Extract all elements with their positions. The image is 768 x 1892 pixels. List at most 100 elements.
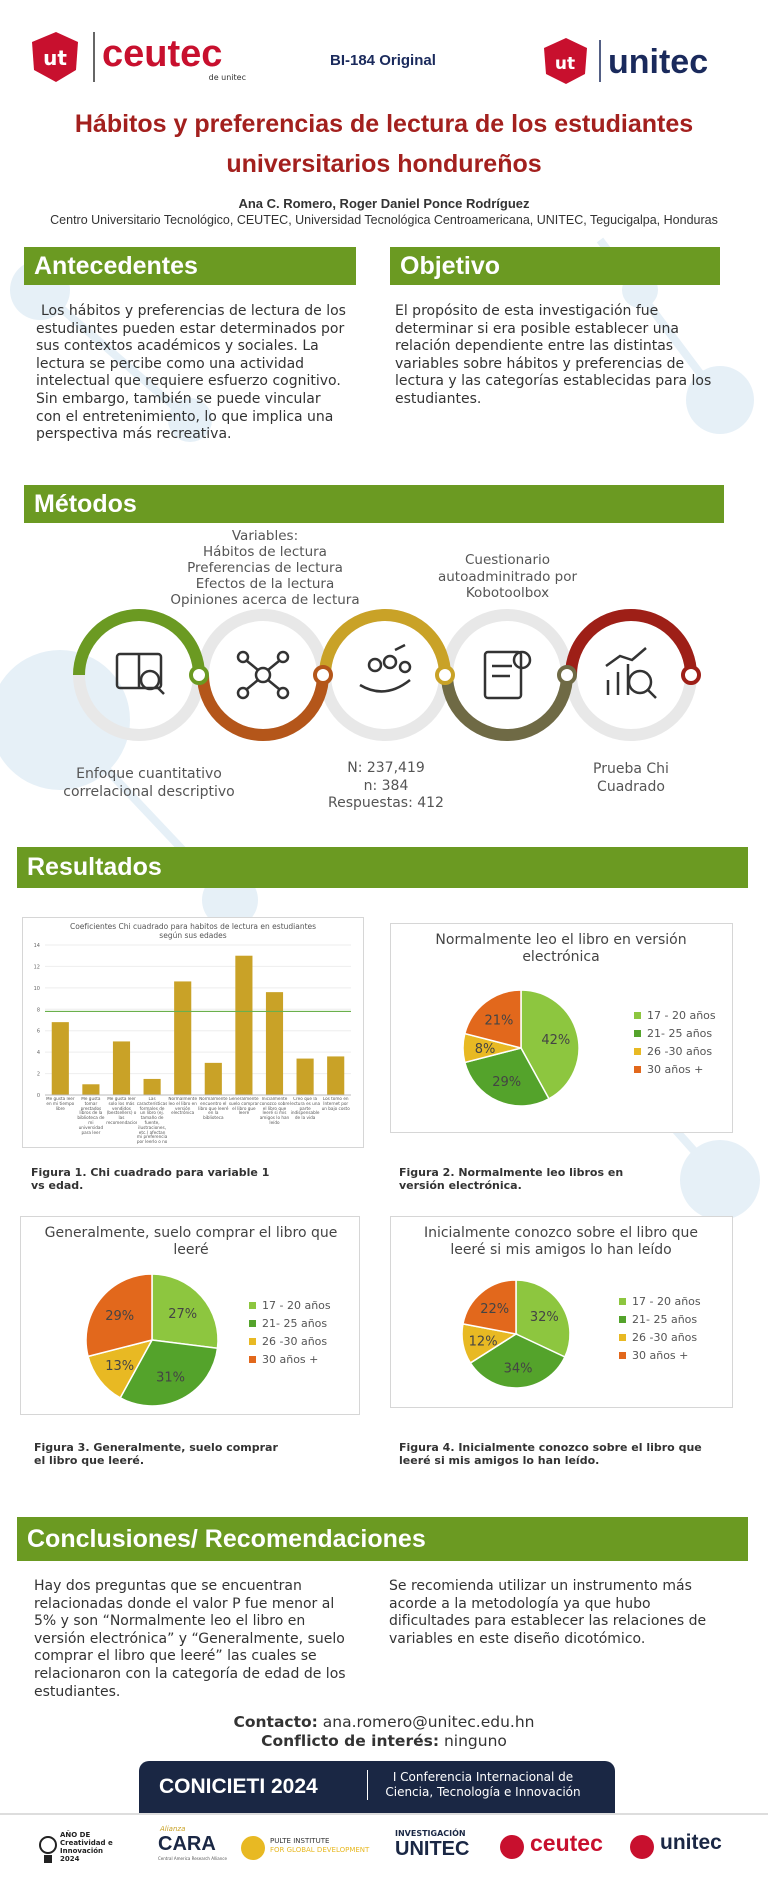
ring-arc xyxy=(565,609,697,676)
methods-diagram xyxy=(73,609,701,741)
logo-pulte: PULTE INSTITUTE FOR GLOBAL DEVELOPMENT xyxy=(270,1837,369,1855)
logo-text: Alianza xyxy=(160,1825,186,1833)
y-tick-label: 0 xyxy=(37,1093,40,1099)
ring-arc xyxy=(441,674,573,741)
legend-label: 26 -30 años xyxy=(262,1335,327,1348)
logo-text: Central America Research Alliance xyxy=(158,1856,227,1861)
logo-text: CARA xyxy=(158,1833,216,1855)
conclusions-right: Se recomienda utilizar un instrumento má… xyxy=(389,1578,707,1647)
pie-slice xyxy=(151,1273,219,1350)
unitec-logo: ut unitec xyxy=(544,38,708,84)
chart-title-box: Normalmente leo el libro en versión elec… xyxy=(435,932,686,965)
section-heading: Objetivo xyxy=(390,247,720,285)
value-label: 21% xyxy=(485,1014,514,1029)
variable: Hábitos de lectura xyxy=(203,544,327,560)
figure-caption: Figura 2. Normalmente leo libros en vers… xyxy=(399,1166,624,1192)
chart-title-box: Inicialmente conozco sobre el libro que … xyxy=(424,1225,698,1258)
section-heading: Resultados xyxy=(17,847,748,888)
sample-block: N: 237,419 n: 384 Respuestas: 412 xyxy=(296,760,476,813)
x-tick-label: Los tomo en Internet por un bajo costo xyxy=(321,1097,350,1111)
x-tick-label-box: Me gusta leer solo los más vendidos (bes… xyxy=(106,1097,137,1125)
legend-swatch xyxy=(634,1066,641,1073)
bar xyxy=(82,1084,100,1095)
ring-arc xyxy=(73,609,205,676)
variable: Efectos de la lectura xyxy=(195,576,335,592)
ceutec-logo: ut ceutec de unitec xyxy=(32,32,246,82)
logo-icon-text: ut xyxy=(43,46,67,70)
legend-label: 17 - 20 años xyxy=(632,1295,701,1308)
event-title: CONICIETI 2024 xyxy=(159,1775,318,1798)
contact-email[interactable]: ana.romero@unitec.edu.hn xyxy=(322,1713,535,1731)
bar xyxy=(51,1022,69,1095)
x-tick-label-box: Normalmente encuentro el libro que leeré… xyxy=(198,1097,228,1120)
figure-caption: Figura 3. Generalmente, suelo comprar el… xyxy=(34,1441,278,1467)
pie-slice xyxy=(85,1273,153,1358)
contact-label: Contacto: xyxy=(233,1713,318,1731)
value-label: 31% xyxy=(156,1370,185,1385)
logo-text: unitec xyxy=(660,1831,722,1854)
y-tick-label: 12 xyxy=(34,964,40,970)
figure-caption: Figura 4. Inicialmente conozco sobre el … xyxy=(399,1441,702,1467)
legend-swatch xyxy=(619,1298,626,1305)
x-tick-label: Me gusta leer en mi tiempo libre xyxy=(46,1097,75,1111)
approach: Enfoque cuantitativo correlacional descr… xyxy=(63,766,235,800)
x-tick-label-box: Normalmente leo el libro en versión elec… xyxy=(168,1097,197,1115)
value-label: 34% xyxy=(504,1361,533,1376)
contact: Contacto: ana.romero@unitec.edu.hn xyxy=(0,1713,768,1731)
chart-title: Coeficientes Chi cuadrado para habitos d… xyxy=(69,922,317,940)
pie-slice xyxy=(515,1279,571,1358)
ut-icon xyxy=(500,1835,524,1859)
value-label: 22% xyxy=(480,1302,509,1317)
footer-logos: AÑO DE Creatividad e Innovación 2024 Alian… xyxy=(0,1813,768,1892)
bar xyxy=(143,1078,161,1095)
pie-slice xyxy=(462,1279,517,1335)
value-label: 42% xyxy=(541,1033,570,1048)
chart-box: Inicialmente conozco sobre el libro que … xyxy=(390,1216,733,1408)
icons xyxy=(115,643,657,700)
value-label: 27% xyxy=(168,1307,197,1322)
value-label: 12% xyxy=(469,1334,498,1349)
pulte-icon xyxy=(241,1836,265,1860)
sample-line: N: 237,419 xyxy=(347,760,425,776)
conclusions-left: Hay dos preguntas que se encuentran rela… xyxy=(34,1578,346,1700)
logo-ano: AÑO DE Creatividad e Innovación 2024 xyxy=(60,1831,120,1863)
x-tick-label: Las características formales de un libro… xyxy=(136,1097,168,1145)
logo-text: ceutec xyxy=(102,33,222,75)
conflict-value: ninguno xyxy=(443,1732,507,1750)
x-tick-label-box: Inicialmente conozco sobre el libro que … xyxy=(259,1097,289,1125)
legend-swatch xyxy=(619,1334,626,1341)
ut-icon xyxy=(630,1835,654,1859)
value-label: 32% xyxy=(530,1310,559,1325)
event-banner: CONICIETI 2024 I Conferencia Internacion… xyxy=(139,1761,615,1813)
variables-block: Variables: Hábitos de lectura Preferencia… xyxy=(145,528,385,608)
y-tick-label: 10 xyxy=(34,986,40,992)
logo-text: ceutec xyxy=(530,1830,603,1856)
logo-text: unitec xyxy=(608,43,708,81)
pie-slice xyxy=(463,989,522,1049)
x-tick-label-box: Me gusta leer en mi tiempo libre xyxy=(46,1097,75,1111)
x-tick-label-box: Las características formales de un libro… xyxy=(136,1097,168,1145)
chart-title: Generalmente, suelo comprar el libro que… xyxy=(44,1225,338,1258)
chart-box: Generalmente, suelo comprar el libro que… xyxy=(20,1216,360,1415)
legend-swatch xyxy=(249,1356,256,1363)
x-tick-label-box: Me gusta tomar prestados libros de la bi… xyxy=(77,1097,104,1135)
logo-text: 2024 xyxy=(60,1855,80,1863)
pie-slice xyxy=(463,1047,550,1107)
chart-box: Normalmente leo el libro en versión elec… xyxy=(390,923,733,1133)
x-tick-label-box: Creo que la lectura es una parte indispe… xyxy=(290,1097,320,1120)
legend-swatch xyxy=(249,1320,256,1327)
x-tick-label: Me gusta leer solo los más vendidos (bes… xyxy=(106,1097,137,1125)
logo-text: INVESTIGACIÓN xyxy=(395,1829,466,1838)
legend-label: 21- 25 años xyxy=(632,1313,697,1326)
variables-title: Variables: xyxy=(231,528,299,544)
bar xyxy=(265,992,284,1095)
logo-shield xyxy=(32,32,78,82)
chart-title-box: Coeficientes Chi cuadrado para habitos d… xyxy=(69,922,317,940)
pie-slice xyxy=(119,1339,219,1407)
logo-text: Creatividad e Innovación xyxy=(60,1839,113,1855)
legend-swatch xyxy=(619,1316,626,1323)
legend-label: 21- 25 años xyxy=(647,1027,712,1040)
chart-box: Coeficientes Chi cuadrado para habitos d… xyxy=(22,917,364,1148)
logo-text: AÑO DE xyxy=(60,1831,91,1839)
